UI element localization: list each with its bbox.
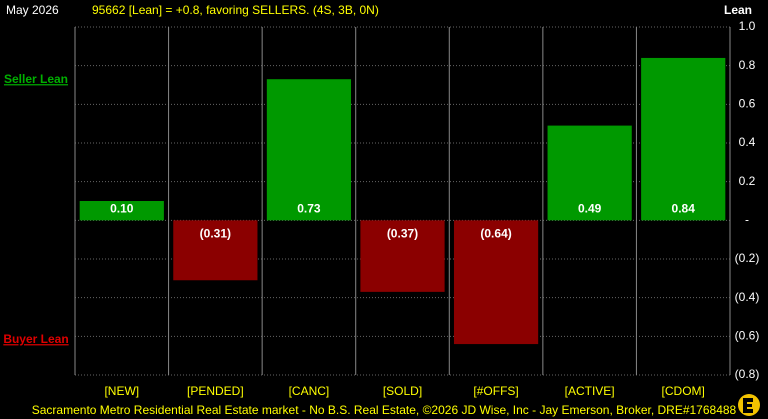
- x-tick-label: [NEW]: [104, 384, 139, 398]
- bar: [173, 220, 258, 281]
- bar: [266, 79, 352, 221]
- value-label: (0.31): [200, 227, 231, 241]
- value-label: 0.10: [110, 202, 134, 216]
- y-tick-label: (0.4): [735, 290, 760, 304]
- y-tick-label: 0.2: [739, 174, 756, 188]
- y-tick-label: -: [745, 213, 749, 227]
- y-tick-label: (0.6): [735, 329, 760, 343]
- bar: [79, 201, 164, 221]
- x-tick-label: [#OFFS]: [473, 384, 518, 398]
- bar: [453, 220, 539, 345]
- y-tick-label: 1.0: [739, 19, 756, 33]
- y-tick-label: 0.4: [739, 135, 756, 149]
- x-tick-label: [ACTIVE]: [565, 384, 615, 398]
- y-tick-label: 0.6: [739, 97, 756, 111]
- y-tick-label: 0.8: [739, 58, 756, 72]
- value-label: 0.49: [578, 202, 602, 216]
- value-label: 0.73: [297, 202, 321, 216]
- date-label: May 2026: [6, 3, 59, 17]
- bar: [547, 125, 632, 221]
- y-axis-label: Lean: [724, 3, 752, 17]
- logo: [738, 394, 760, 416]
- bar: [360, 220, 445, 292]
- x-tick-label: [PENDED]: [187, 384, 244, 398]
- y-tick-label: (0.8): [735, 367, 760, 381]
- x-tick-label: [CANC]: [289, 384, 330, 398]
- chart-title: 95662 [Lean] = +0.8, favoring SELLERS. (…: [92, 3, 379, 17]
- value-label: (0.37): [387, 227, 418, 241]
- x-tick-label: [CDOM]: [662, 384, 705, 398]
- bar: [641, 57, 726, 221]
- y-tick-label: (0.2): [735, 251, 760, 265]
- x-tick-label: [SOLD]: [383, 384, 422, 398]
- value-label: 0.84: [672, 202, 696, 216]
- buyer-lean: Buyer Lean: [3, 332, 68, 346]
- seller-lean: Seller Lean: [4, 72, 68, 86]
- value-label: (0.64): [480, 227, 511, 241]
- footer: Sacramento Metro Residential Real Estate…: [32, 403, 737, 417]
